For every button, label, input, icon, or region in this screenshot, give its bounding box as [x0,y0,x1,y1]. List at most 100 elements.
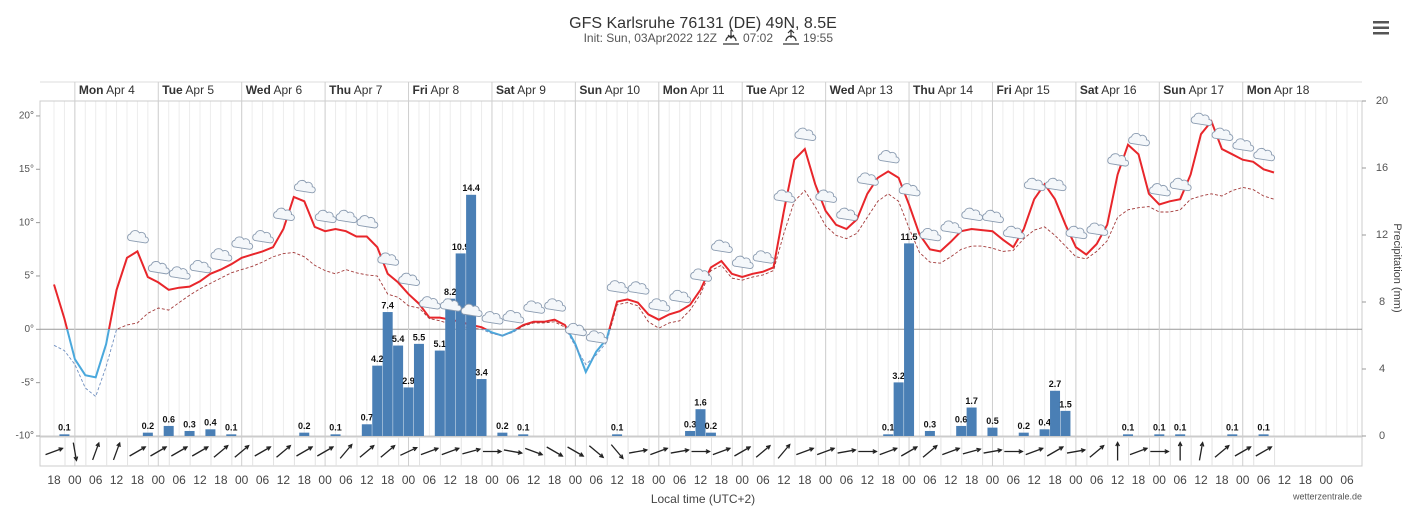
precip-bar [413,343,424,436]
sunrise-time: 07:02 [743,31,773,45]
cloud [711,239,733,253]
precip-bar [445,298,456,436]
wind-shaft [628,449,647,454]
wind-head [390,444,396,450]
wind-head [599,453,605,459]
wind-head [997,448,1003,453]
wind-shaft [837,449,856,454]
precip-label: 3.4 [475,367,488,377]
x-tick-label: 00 [1236,473,1250,487]
weather-icon [731,255,754,269]
day-date: Apr 10 [605,83,641,97]
precip-bar [497,432,508,436]
x-tick-label: 06 [506,473,520,487]
precip-bar [705,432,716,436]
precip-label: 0.3 [684,419,697,429]
wind-shaft [339,444,353,459]
wind-head [347,443,353,449]
wind-arrow [234,444,250,458]
weather-icon [919,227,942,242]
temperature-line [53,119,1275,330]
weather-icon [335,209,358,224]
x-tick-label: 18 [1132,473,1146,487]
menu-button[interactable] [1373,21,1389,35]
precip-label: 0.2 [1017,421,1030,431]
wind-arrow [900,446,919,457]
cloud [961,207,983,221]
wind-arrow [420,447,440,456]
wind-arrow [482,449,503,454]
x-tick-label: 00 [1069,473,1083,487]
wind-head [95,441,100,448]
wind-head [308,446,314,451]
wind-head [830,447,836,452]
wind-head [1142,447,1149,452]
x-tick-label: 18 [464,473,478,487]
x-tick-label: 00 [152,473,166,487]
day-date: Apr 8 [431,83,460,97]
weather-icon [1065,225,1088,240]
day-weekday: Wed [830,83,855,97]
x-tick-label: 06 [923,473,937,487]
precip-label: 0.4 [1038,418,1051,428]
wind-arrow [1214,444,1230,458]
precip-label: 3.2 [892,371,905,381]
wind-arrow [983,448,1003,454]
wind-shaft [191,446,209,457]
y-tick-label: 20° [19,111,34,122]
wind-shaft [712,447,731,456]
precip-label: 0.3 [183,419,196,429]
y2-tick-label: 8 [1379,296,1385,308]
wind-shaft [45,447,63,456]
x-tick-label: 12 [694,473,708,487]
wind-head [1080,448,1087,453]
x-tick-label: 18 [381,473,395,487]
precip-bar [1154,434,1165,436]
weather-icon [356,215,379,229]
wind-arrow [316,446,335,457]
weather-icon [273,207,295,221]
wind-arrow [546,446,564,457]
precip-label: 2.9 [402,376,415,386]
precip-bar [59,434,70,436]
x-tick-label: 00 [1319,473,1333,487]
wind-shaft [72,442,78,461]
weather-icon [857,172,879,186]
precip-bar [184,430,195,436]
weather-icon [419,296,441,310]
x-tick-label: 06 [840,473,854,487]
precip-bar [893,382,904,436]
wind-head [517,450,524,455]
wind-head [785,443,791,449]
day-label: Sat Apr 9 [496,83,546,97]
x-tick-label: 06 [1007,473,1021,487]
wind-arrow [1004,449,1024,454]
day-weekday: Sun [1163,83,1186,97]
wind-head [725,447,732,452]
cloud [919,227,942,242]
x-tick-label: 06 [673,473,687,487]
precip-label: 8.2 [444,287,457,297]
cloud [690,268,712,282]
cloud [857,172,879,186]
wind-head [1115,441,1120,447]
precip-bar [966,407,977,436]
wind-head [141,446,147,451]
wind-head [851,448,857,453]
precip-bar [1039,429,1050,436]
cloud [1128,133,1150,147]
wind-head [579,452,585,457]
day-label: Sun Apr 10 [579,83,640,97]
precip-label: 1.7 [965,396,978,406]
chart-subtitle: Init: Sun, 03Apr2022 12Z [584,31,717,45]
cloud [1107,153,1129,167]
precip-bar [299,432,310,436]
wind-head [684,448,690,453]
wind-head [328,446,335,451]
wind-arrow [1150,449,1170,454]
weather-icon [1149,183,1171,197]
wind-arrow [567,446,585,457]
day-label: Mon Apr 18 [1247,83,1310,97]
wind-head [433,447,440,452]
